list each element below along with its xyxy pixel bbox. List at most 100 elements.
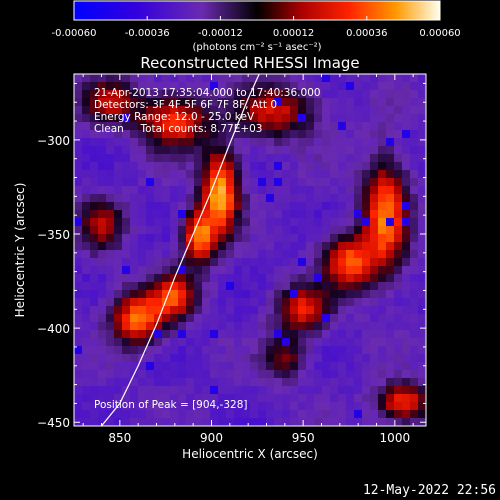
heatmap-cell [122,218,131,227]
heatmap-cell [354,130,363,139]
heatmap-cell [306,322,315,331]
heatmap-cell [170,154,179,163]
heatmap-cell [250,122,259,131]
heatmap-cell [138,98,147,107]
heatmap-cell [418,330,426,339]
heatmap-cell [154,218,163,227]
heatmap-cell [386,322,395,331]
heatmap-cell [298,226,307,235]
heatmap-cell [330,290,339,299]
heatmap-cell [90,210,99,219]
heatmap-cell [226,378,235,387]
colorbar-tick-label: 0.00012 [273,28,314,39]
heatmap-cell [298,242,307,251]
heatmap-cell [362,258,371,267]
heatmap-cell [194,106,203,115]
heatmap-cell [314,146,323,155]
heatmap-cell [178,194,187,203]
heatmap-cell [186,74,195,83]
heatmap-cell [338,234,347,243]
heatmap-cell [234,178,243,187]
heatmap-cell [314,338,323,347]
heatmap-cell [330,154,339,163]
heatmap-cell [266,290,275,299]
heatmap-cell [322,354,331,363]
heatmap-cell [218,234,227,243]
heatmap-cell [370,122,379,131]
heatmap-cell [274,394,283,403]
heatmap-cell [282,378,291,387]
heatmap-cell [74,114,83,123]
heatmap-cell [122,130,131,139]
heatmap-cell [266,338,275,347]
heatmap-cell [338,330,347,339]
heatmap-cell [154,370,163,379]
heatmap-cell [202,290,211,299]
x-tick-label: 950 [292,431,315,445]
heatmap-cell [346,234,355,243]
heatmap-cell [170,178,179,187]
heatmap-cell [122,74,131,83]
heatmap-cell [418,410,426,419]
heatmap-cell [218,178,227,187]
heatmap-cell [418,138,426,147]
heatmap-cell [210,346,219,355]
x-axis-label: Heliocentric X (arcsec) [182,447,318,461]
heatmap-cell [162,418,171,426]
heatmap-cell [418,114,426,123]
heatmap-cell [402,234,411,243]
heatmap-cell [74,290,83,299]
heatmap-cell [386,362,395,371]
heatmap-cell [210,266,219,275]
heatmap-cell [202,242,211,251]
heatmap-cell [146,378,155,387]
heatmap-cell [250,250,259,259]
heatmap-cell [266,210,275,219]
heatmap-cell [266,410,275,419]
heatmap-cell [226,402,235,411]
heatmap-cell [266,282,275,291]
heatmap-cell [122,258,131,267]
heatmap-cell [378,282,387,291]
heatmap-cell [298,130,307,139]
heatmap-cell [202,258,211,267]
heatmap-cell [98,122,107,131]
heatmap-cell [122,122,131,131]
heatmap-cell [410,274,419,283]
heatmap-cell [226,298,235,307]
heatmap-cell [98,298,107,307]
heatmap-cell [242,154,251,163]
heatmap-cell [178,74,187,83]
heatmap-cell [314,402,323,411]
heatmap-cell [82,146,91,155]
heatmap-cell [298,362,307,371]
heatmap-cell [202,418,211,426]
heatmap-cell [346,90,355,99]
heatmap-cell [82,338,91,347]
heatmap-cell [210,234,219,243]
heatmap-cell [122,314,131,323]
heatmap-cell [114,418,123,426]
heatmap-cell [402,138,411,147]
heatmap-cell [178,226,187,235]
heatmap-cell [274,354,283,363]
heatmap-cell [378,74,387,83]
heatmap-cell [282,418,291,426]
heatmap-cell [266,330,275,339]
heatmap-cell [218,298,227,307]
heatmap-cell [170,370,179,379]
heatmap-cell [218,322,227,331]
heatmap-cell [218,98,227,107]
heatmap-cell [210,202,219,211]
heatmap-cell [162,266,171,275]
heatmap-cell [306,418,315,426]
heatmap-cell [234,186,243,195]
heatmap-cell [98,410,107,419]
heatmap-cell [218,154,227,163]
heatmap-cell [338,154,347,163]
heatmap-cell [290,402,299,411]
heatmap-cell [266,202,275,211]
heatmap-cell [378,322,387,331]
heatmap-cell [346,98,355,107]
heatmap-cell [146,362,155,371]
